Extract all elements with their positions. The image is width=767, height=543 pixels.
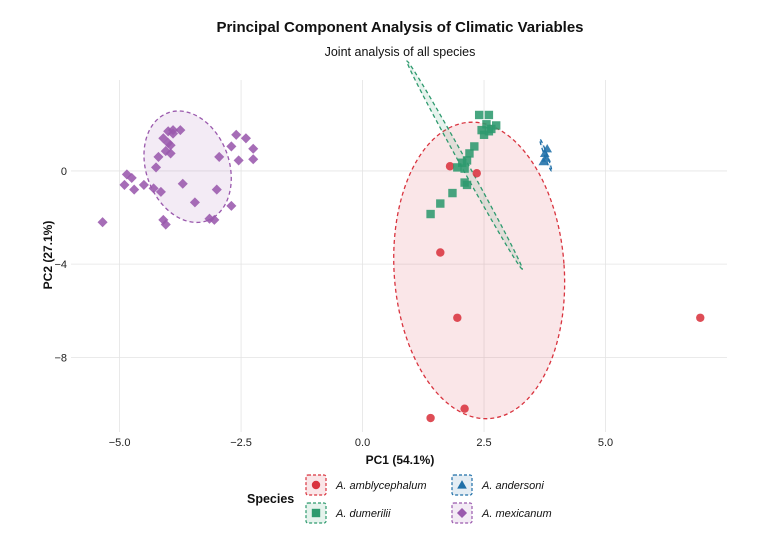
data-point-a-amblycephalum: [445, 162, 455, 171]
data-point-a-dumerilii: [462, 156, 472, 165]
data-point-a-dumerilii: [426, 209, 435, 219]
legend-marker-a-andersoni: [457, 480, 467, 489]
confidence-ellipses: [143, 60, 566, 420]
data-point-a-mexicanum: [248, 143, 259, 154]
legend-marker-a-amblycephalum: [311, 480, 321, 490]
data-point-a-dumerilii: [462, 180, 472, 190]
data-point-a-dumerilii: [491, 121, 501, 130]
data-point-a-mexicanum: [177, 178, 188, 189]
data-point-a-mexicanum: [165, 148, 176, 159]
data-point-a-dumerilii: [465, 149, 474, 158]
legend-label: A. dumerilii: [335, 508, 391, 520]
data-point-a-dumerilii: [460, 164, 469, 173]
x-tick-label: −2.5: [230, 437, 252, 449]
data-point-a-amblycephalum: [460, 404, 469, 413]
data-point-a-mexicanum: [150, 162, 162, 173]
data-point-a-mexicanum: [129, 184, 140, 195]
data-point-a-mexicanum: [138, 179, 149, 190]
ellipse-a-amblycephalum: [393, 121, 566, 420]
x-tick-label: 5.0: [598, 437, 613, 449]
legend-item-a-amblycephalum: A. amblycephalum: [305, 474, 427, 496]
y-tick-label: 0: [61, 166, 67, 178]
x-axis-title: PC1 (54.1%): [366, 453, 435, 467]
series-a-dumerilii: [426, 110, 501, 219]
data-point-a-mexicanum: [126, 172, 137, 183]
x-tick-label: −5.0: [109, 437, 131, 449]
chart-subtitle: Joint analysis of all species: [325, 45, 476, 59]
data-point-a-mexicanum: [240, 133, 251, 144]
data-point-a-mexicanum: [168, 128, 179, 139]
x-tick-label: 0.0: [355, 437, 370, 449]
data-point-a-mexicanum: [211, 184, 222, 195]
data-points: [97, 110, 705, 423]
y-axis-title: PC2 (27.1%): [41, 221, 55, 290]
ellipse-a-mexicanum: [143, 110, 232, 224]
data-point-a-amblycephalum: [426, 413, 435, 423]
data-point-a-mexicanum: [233, 155, 244, 166]
data-point-a-dumerilii: [479, 130, 489, 139]
data-point-a-dumerilii: [482, 120, 491, 129]
data-point-a-mexicanum: [248, 154, 259, 165]
x-tick-label: 2.5: [476, 437, 491, 449]
data-point-a-mexicanum: [226, 200, 237, 211]
data-point-a-mexicanum: [214, 151, 225, 162]
data-point-a-amblycephalum: [696, 313, 705, 322]
data-point-a-amblycephalum: [436, 248, 445, 257]
data-point-a-mexicanum: [153, 151, 164, 162]
data-point-a-dumerilii: [477, 125, 486, 135]
data-point-a-mexicanum: [226, 141, 237, 152]
legend-label: A. mexicanum: [481, 508, 552, 520]
data-point-a-dumerilii: [487, 124, 496, 134]
data-point-a-mexicanum: [189, 197, 200, 208]
legend-marker-a-mexicanum: [456, 507, 468, 519]
data-point-a-andersoni: [538, 156, 549, 166]
legend-label: A. andersoni: [481, 480, 544, 492]
data-point-a-mexicanum: [160, 219, 171, 230]
data-point-a-mexicanum: [148, 183, 159, 194]
data-point-a-mexicanum: [155, 186, 166, 197]
legend-item-a-andersoni: A. andersoni: [451, 474, 544, 496]
data-point-a-dumerilii: [474, 110, 484, 120]
legend-marker-a-dumerilii: [311, 508, 321, 518]
data-point-a-mexicanum: [165, 140, 176, 151]
data-point-a-mexicanum: [231, 129, 242, 140]
series-a-amblycephalum: [426, 162, 705, 423]
data-point-a-mexicanum: [209, 214, 220, 225]
legend: Species A. amblycephalum A. dumerilii A. a…: [247, 474, 552, 524]
series-a-mexicanum: [97, 125, 259, 230]
legend-title: Species: [247, 492, 294, 506]
axis-ticks: −5.0 −2.5 0.0 2.5 5.0 0 −4 −8: [54, 166, 613, 449]
data-point-a-mexicanum: [175, 125, 186, 136]
legend-item-a-mexicanum: A. mexicanum: [451, 502, 552, 524]
data-point-a-dumerilii: [470, 142, 479, 151]
y-tick-label: −8: [54, 352, 67, 364]
chart-title: Principal Component Analysis of Climatic…: [216, 19, 583, 36]
data-point-a-dumerilii: [448, 188, 457, 198]
legend-item-a-dumerilii: A. dumerilii: [305, 502, 391, 524]
data-point-a-dumerilii: [453, 163, 462, 172]
data-point-a-mexicanum: [119, 179, 130, 190]
data-point-a-mexicanum: [97, 217, 108, 228]
series-a-andersoni: [538, 143, 553, 166]
data-point-a-amblycephalum: [453, 313, 462, 322]
data-point-a-amblycephalum: [472, 169, 481, 178]
data-point-a-dumerilii: [436, 199, 445, 208]
y-tick-label: −4: [54, 259, 67, 271]
data-point-a-dumerilii: [457, 158, 467, 167]
data-point-a-dumerilii: [484, 110, 494, 120]
legend-label: A. amblycephalum: [335, 480, 427, 492]
